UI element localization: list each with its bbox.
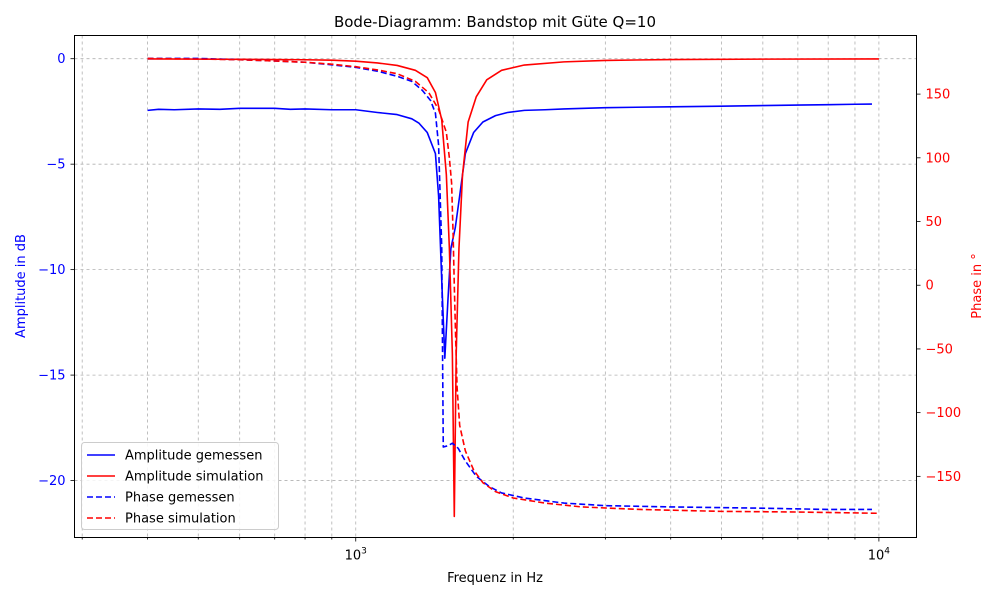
plot-series xyxy=(147,57,879,518)
axis-ticks: 0 −5 −10 −15 −20 150 100 50 0 −50 −100 −150 103 104 xyxy=(38,52,961,563)
legend-label: Amplitude gemessen xyxy=(125,449,262,464)
legend-label: Phase gemessen xyxy=(125,491,235,506)
y-right-tick-label: 50 xyxy=(926,215,943,230)
legend-box xyxy=(81,442,279,530)
y-left-tick-label: −5 xyxy=(46,158,65,173)
y-right-tick-label: 150 xyxy=(926,88,951,103)
y-left-tick-label: −10 xyxy=(38,263,65,278)
x-tick-label: 104 xyxy=(868,547,891,564)
y-right-tick-label: −100 xyxy=(926,406,962,421)
y-left-tick-label: −15 xyxy=(38,369,65,384)
legend: Amplitude gemessen Amplitude simulation Ph… xyxy=(81,442,279,530)
x-tick-label: 103 xyxy=(345,547,367,564)
plot-frame xyxy=(74,35,917,538)
x-axis-title: Frequenz in Hz xyxy=(447,571,543,586)
right-axis-title: Phase in ° xyxy=(970,253,985,318)
y-right-tick-label: 100 xyxy=(926,151,951,166)
y-left-tick-label: 0 xyxy=(57,52,65,67)
legend-label: Amplitude simulation xyxy=(125,470,264,485)
legend-label: Phase simulation xyxy=(125,512,236,527)
y-right-tick-label: −50 xyxy=(926,342,953,357)
series-line-1 xyxy=(147,103,872,360)
chart-title: Bode-Diagramm: Bandstop mit Güte Q=10 xyxy=(334,13,656,31)
y-right-tick-label: 0 xyxy=(926,279,934,294)
left-axis-title: Amplitude in dB xyxy=(14,234,29,338)
series-line-4 xyxy=(147,57,879,515)
y-left-tick-label: −20 xyxy=(38,474,65,489)
series-line-2 xyxy=(147,58,879,518)
series-line-3 xyxy=(147,57,872,511)
y-right-tick-label: −150 xyxy=(926,470,962,485)
